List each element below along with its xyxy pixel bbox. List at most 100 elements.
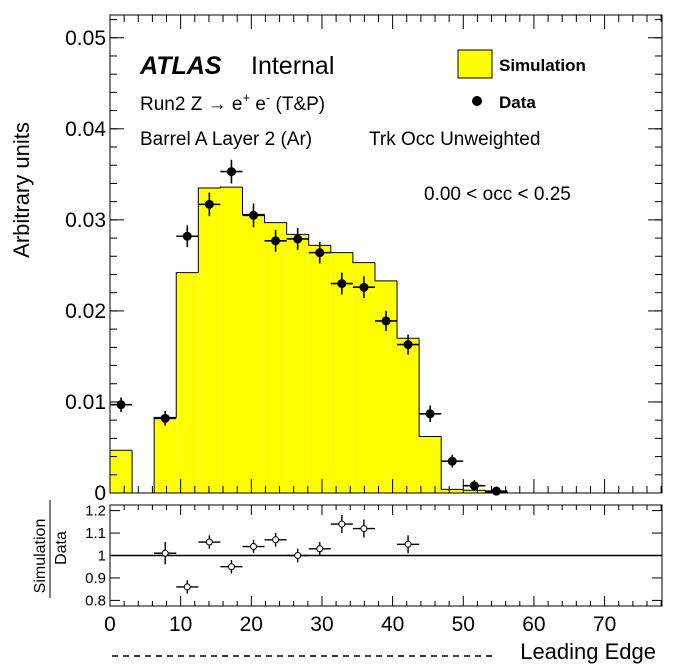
simulation-bin [220, 187, 243, 493]
simulation-bin [110, 450, 133, 493]
ratio-y-tick-label: 1 [98, 548, 106, 565]
x-axis-title: Leading Edge [520, 639, 656, 664]
data-point [397, 334, 420, 355]
ratio-y-tick-label: 0.8 [85, 592, 106, 609]
internal-label: Internal [251, 52, 334, 80]
ratio-y-title-numerator: Simulation [32, 519, 49, 594]
simulation-bin [198, 187, 221, 493]
legend-simulation-label: Simulation [499, 56, 586, 75]
data-marker [491, 486, 501, 496]
data-marker [182, 231, 192, 241]
x-tick-label: 30 [310, 613, 333, 636]
ratio-marker [227, 563, 235, 571]
simulation-bin [463, 490, 486, 493]
legend-data-marker [472, 96, 482, 106]
x-tick-label: 60 [522, 613, 545, 636]
region-label: Barrel A Layer 2 (Ar) [140, 129, 312, 150]
x-axis-tick-labels: 0 10 20 30 40 50 60 70 [104, 613, 616, 636]
data-point [419, 405, 442, 422]
data-point [176, 225, 199, 248]
simulation-histogram [109, 186, 530, 494]
simulation-bin [397, 338, 420, 493]
ratio-y-title-denominator: Data [53, 531, 70, 565]
data-point [154, 411, 177, 426]
data-point [308, 241, 331, 264]
y-tick-label: 0.02 [65, 300, 106, 323]
data-marker [226, 167, 236, 177]
data-marker [425, 409, 435, 419]
electron-plus-base: e [232, 94, 243, 115]
data-point [374, 310, 398, 331]
ratio-marker [316, 545, 324, 553]
ratio-marker [338, 520, 346, 528]
ratio-point [308, 542, 331, 556]
atlas-label: ATLAS [139, 52, 222, 80]
ratio-points [154, 515, 420, 594]
ratio-marker [205, 538, 213, 546]
data-marker [160, 413, 170, 423]
data-point [242, 203, 265, 228]
ratio-point [198, 535, 221, 549]
simulation-bin [154, 417, 177, 493]
electron-plus-sign: + [242, 90, 250, 105]
ratio-point [264, 533, 287, 547]
ratio-marker [250, 543, 258, 551]
legend-data-label: Data [499, 93, 536, 112]
data-marker [469, 481, 479, 491]
ratio-marker [404, 540, 412, 548]
data-marker [271, 236, 281, 246]
y-tick-label: 0.05 [65, 27, 106, 50]
simulation-bin [308, 245, 331, 493]
x-axis-title-background [496, 634, 658, 664]
process-label: Run2 Z → e+ e- (T&P) [140, 90, 325, 115]
ratio-point [242, 539, 265, 554]
ratio-y-tick-label: 1.1 [85, 525, 106, 542]
process-prefix: Run2 Z [140, 94, 208, 115]
legend: Simulation Data [457, 49, 586, 112]
data-point [220, 159, 243, 184]
data-points [110, 159, 508, 496]
data-point [110, 397, 133, 412]
electron-minus-base: e [255, 94, 266, 115]
simulation-bin [286, 234, 309, 494]
y-tick-label: 0.03 [65, 209, 106, 232]
ratio-y-title: Simulation Data [32, 500, 70, 598]
y-tick-label: 0.01 [65, 391, 106, 414]
data-marker [403, 340, 413, 350]
simulation-bin [441, 489, 464, 493]
data-point [463, 480, 486, 492]
main-plot-frame [109, 14, 663, 494]
simulation-bin [352, 262, 375, 493]
ratio-panel: 0.8 0.9 1 1.1 1.2 Simulation Data 0 10 20 30 40 5… [32, 500, 663, 664]
data-point [352, 276, 375, 299]
x-tick-label: 10 [169, 613, 192, 636]
ratio-marker [183, 583, 191, 591]
data-point [264, 229, 287, 252]
ratio-point [176, 580, 199, 594]
ratio-marker [161, 549, 169, 557]
ratio-point [286, 548, 309, 563]
simulation-bin [374, 280, 398, 493]
x-tick-label: 0 [104, 613, 116, 636]
tp-label: (T&P) [276, 94, 326, 115]
ratio-marker [294, 552, 302, 559]
data-marker [337, 279, 347, 289]
data-point [441, 454, 464, 468]
simulation-bin [330, 252, 353, 493]
ratio-axis-ticks: 0.8 0.9 1 1.1 1.2 [85, 503, 662, 609]
y-tick-label: 0.04 [65, 118, 106, 141]
x-tick-label: 70 [593, 613, 616, 636]
data-marker [293, 234, 303, 244]
trk-label: Trk Occ Unweighted [369, 129, 540, 150]
data-marker [249, 210, 259, 220]
occupancy-range-label: 0.00 < occ < 0.25 [424, 184, 571, 205]
x-tick-label: 20 [240, 613, 263, 636]
data-marker [204, 199, 214, 209]
simulation-bin [242, 214, 265, 493]
simulation-bin [419, 436, 442, 493]
x-tick-label: 40 [381, 613, 404, 636]
legend-simulation-swatch [457, 49, 493, 79]
simulation-bin [176, 272, 199, 493]
ratio-point [220, 559, 243, 574]
